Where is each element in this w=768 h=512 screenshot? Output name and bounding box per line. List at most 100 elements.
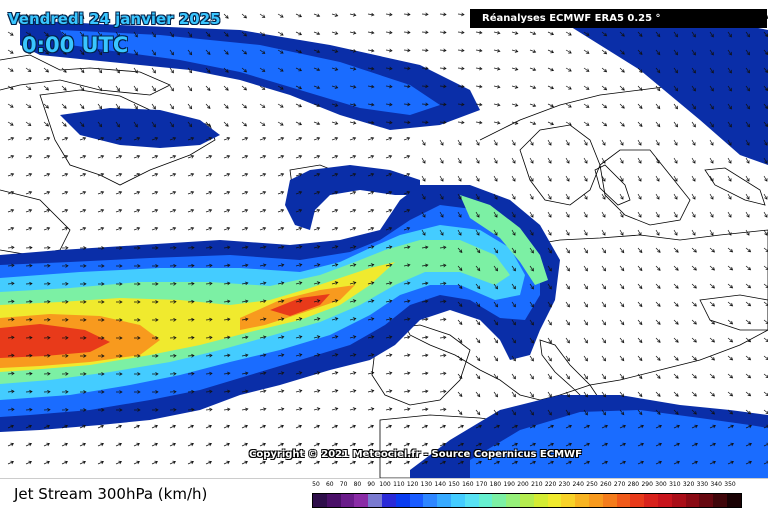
wind-arrow bbox=[493, 102, 501, 107]
wind-arrow bbox=[511, 31, 519, 35]
wind-arrow bbox=[421, 229, 426, 236]
wind-arrow bbox=[367, 173, 375, 177]
wind-arrow bbox=[349, 191, 357, 195]
wind-arrow bbox=[331, 317, 339, 321]
source-badge: Réanalyses ECMWF ERA5 0.25 ° bbox=[470, 9, 767, 28]
wind-arrow bbox=[277, 173, 285, 177]
wind-arrow bbox=[25, 371, 33, 376]
wind-arrow bbox=[43, 371, 51, 376]
wind-arrow bbox=[583, 49, 590, 54]
wind-arrow bbox=[457, 247, 463, 254]
wind-arrow bbox=[133, 121, 138, 128]
wind-arrow bbox=[259, 209, 267, 213]
wind-arrow bbox=[313, 191, 321, 195]
wind-arrow bbox=[295, 281, 303, 285]
wind-arrow bbox=[727, 301, 734, 307]
wind-arrow bbox=[547, 67, 555, 72]
wind-arrow bbox=[475, 460, 482, 465]
wind-arrow bbox=[313, 317, 321, 321]
wind-arrow bbox=[457, 120, 465, 125]
wind-arrow bbox=[493, 424, 500, 429]
wind-arrow bbox=[349, 121, 357, 125]
wind-arrow bbox=[601, 85, 608, 91]
wind-arrow bbox=[457, 193, 462, 200]
wind-arrow bbox=[349, 103, 357, 107]
wind-arrow bbox=[367, 84, 375, 89]
wind-arrow bbox=[385, 191, 393, 195]
wind-arrow bbox=[223, 67, 229, 73]
wind-arrow bbox=[61, 353, 69, 358]
wind-arrow bbox=[727, 31, 732, 38]
wind-arrow bbox=[25, 335, 33, 340]
wind-arrow bbox=[619, 193, 624, 200]
wind-arrow bbox=[421, 424, 428, 429]
wind-arrow bbox=[115, 121, 120, 128]
jet-north-branch-faster bbox=[460, 195, 548, 285]
wind-arrow bbox=[259, 335, 267, 340]
wind-arrow bbox=[7, 85, 14, 90]
wind-arrow bbox=[367, 371, 375, 375]
wind-arrow bbox=[565, 157, 570, 164]
wind-arrow bbox=[745, 49, 751, 56]
wind-arrow bbox=[439, 460, 446, 465]
legend-swatch bbox=[726, 494, 741, 507]
wind-arrow bbox=[655, 247, 661, 253]
wind-arrow bbox=[187, 299, 195, 304]
wind-arrow bbox=[151, 67, 156, 74]
wind-arrow bbox=[673, 103, 679, 110]
wind-arrow bbox=[385, 173, 393, 177]
wind-arrow bbox=[277, 424, 284, 429]
wind-arrow bbox=[691, 211, 696, 218]
wind-arrow bbox=[61, 389, 69, 394]
wind-arrow bbox=[475, 120, 483, 125]
wind-arrow bbox=[277, 389, 285, 393]
jet-greenland-weak bbox=[60, 108, 220, 148]
wind-arrow bbox=[7, 121, 14, 126]
wind-arrow bbox=[655, 175, 660, 182]
wind-arrow bbox=[475, 84, 483, 89]
wind-arrow bbox=[295, 85, 303, 90]
wind-arrow bbox=[187, 173, 195, 177]
wind-arrow bbox=[745, 67, 751, 74]
wind-arrow bbox=[223, 137, 231, 141]
wind-arrow bbox=[565, 424, 572, 429]
wind-arrow bbox=[97, 103, 103, 110]
wind-arrow bbox=[547, 283, 552, 290]
wind-arrow bbox=[331, 67, 339, 71]
wind-arrow bbox=[259, 227, 267, 231]
wind-arrow bbox=[97, 137, 105, 141]
wind-arrow bbox=[25, 31, 32, 37]
wind-arrow bbox=[421, 389, 429, 394]
wind-arrow bbox=[43, 121, 50, 127]
wind-arrow bbox=[457, 66, 465, 71]
wind-arrow bbox=[79, 191, 87, 195]
wind-arrow bbox=[763, 157, 768, 164]
wind-arrow bbox=[295, 245, 303, 249]
wind-arrow bbox=[98, 408, 105, 412]
wind-arrow bbox=[98, 390, 105, 394]
wind-arrow bbox=[547, 175, 552, 182]
wind-arrow bbox=[511, 67, 519, 71]
wind-arrow bbox=[97, 191, 105, 195]
wind-arrow bbox=[43, 335, 51, 340]
wind-arrow bbox=[457, 460, 464, 465]
wind-arrow bbox=[313, 209, 321, 213]
wind-arrow bbox=[169, 299, 177, 304]
wind-arrow bbox=[547, 139, 552, 146]
wind-arrow bbox=[151, 460, 158, 465]
wind-arrow bbox=[547, 391, 552, 398]
wind-arrow bbox=[583, 373, 588, 380]
wind-arrow bbox=[133, 137, 141, 141]
wind-arrow bbox=[565, 337, 570, 344]
wind-arrow bbox=[529, 391, 534, 398]
wind-arrow bbox=[331, 389, 339, 393]
wind-arrow bbox=[601, 193, 606, 200]
wind-arrow bbox=[169, 209, 177, 213]
wind-arrow bbox=[637, 283, 643, 290]
wind-arrow bbox=[295, 209, 303, 213]
wind-arrow bbox=[691, 460, 698, 465]
wind-arrow bbox=[259, 245, 267, 250]
wind-arrow bbox=[637, 49, 643, 56]
wind-arrow bbox=[583, 337, 588, 344]
wind-arrow bbox=[205, 173, 213, 177]
